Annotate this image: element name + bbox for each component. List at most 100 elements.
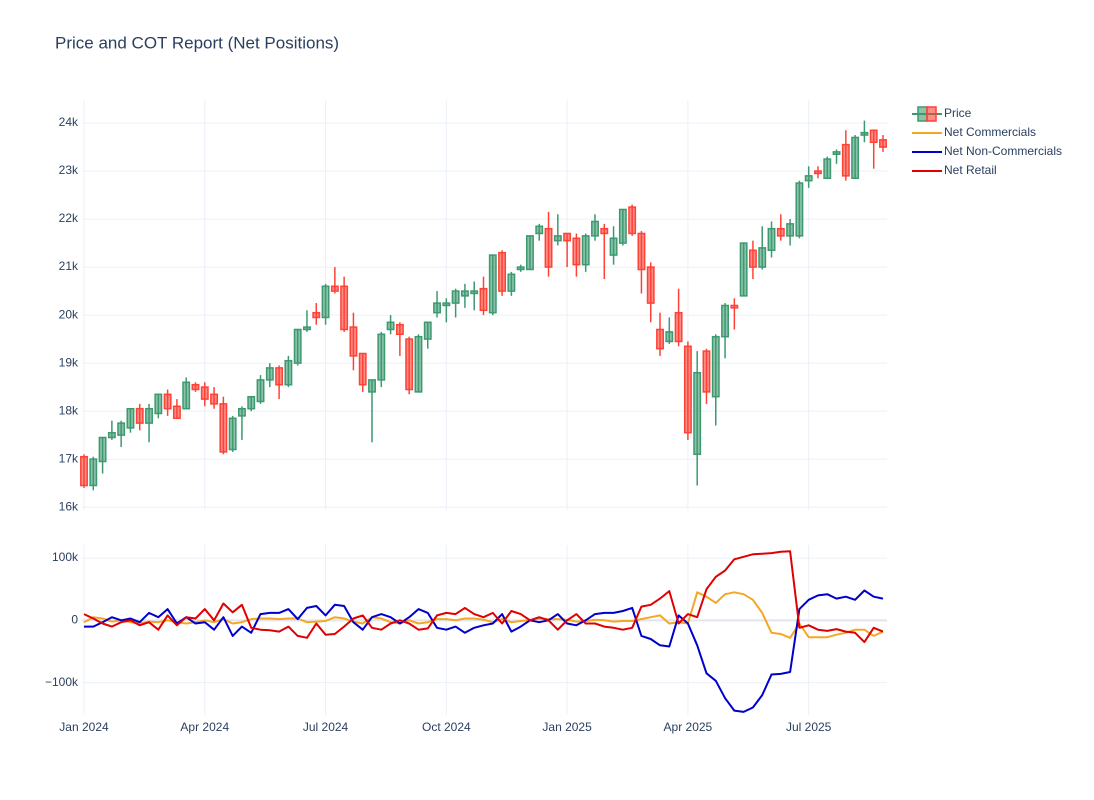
candle-body — [730, 304, 739, 309]
legend-item: Net Non-Commercials — [912, 144, 1062, 158]
series-line — [83, 550, 884, 644]
candle-body — [879, 139, 887, 148]
candle-body — [488, 254, 497, 314]
y-tick-label: −100k — [45, 675, 79, 689]
candle-body — [154, 393, 163, 415]
candle-body — [312, 311, 321, 319]
y-tick-label: 16k — [59, 499, 79, 513]
candle-body — [841, 143, 850, 177]
y-tick-label: 100k — [52, 550, 79, 564]
candle-body — [498, 251, 507, 292]
candle-body — [126, 407, 135, 429]
candle-body — [591, 220, 599, 237]
candle-body — [795, 182, 804, 237]
legend-label: Price — [944, 106, 972, 120]
candle-body — [172, 405, 181, 420]
candle-body — [293, 328, 302, 364]
candle-body — [275, 367, 284, 386]
y-tick-label: 0 — [71, 613, 78, 627]
candle-body — [804, 175, 813, 182]
chart-title: Price and COT Report (Net Positions) — [55, 33, 339, 52]
y-tick-label: 18k — [59, 403, 79, 417]
x-tick-label: Jul 2024 — [303, 720, 349, 734]
x-tick-label: Apr 2025 — [664, 720, 713, 734]
candle-body — [135, 407, 144, 424]
candle-body — [572, 237, 581, 266]
candle-body — [526, 235, 534, 271]
candle-body — [256, 379, 265, 403]
legend-icon — [926, 106, 937, 122]
candle-body — [117, 422, 126, 436]
series-line — [84, 589, 884, 713]
candle-body — [563, 232, 572, 242]
candle-body — [340, 285, 349, 331]
candle-body — [553, 235, 562, 242]
candle-body — [869, 129, 878, 143]
candle-body — [693, 371, 702, 456]
candle-body — [814, 170, 822, 175]
candle-body — [107, 431, 116, 439]
candle-body — [368, 379, 376, 393]
candle-body — [191, 383, 200, 391]
candle-body — [665, 331, 674, 343]
candle-body — [98, 436, 107, 463]
legend-item: Price — [912, 106, 972, 122]
candle-body — [386, 321, 395, 331]
y-tick-label: 17k — [59, 451, 79, 465]
candle-body — [247, 395, 256, 410]
candle-body — [860, 131, 869, 136]
y-tick-label: 22k — [59, 211, 79, 225]
candle-body — [265, 367, 274, 381]
candle-body — [442, 302, 451, 307]
candle-body — [618, 208, 627, 244]
y-tick-label: 19k — [59, 355, 79, 369]
candle-body — [405, 338, 414, 391]
candle-body — [228, 417, 237, 451]
candle-body — [702, 350, 711, 393]
x-tick-label: Oct 2024 — [422, 720, 471, 734]
legend-icon — [917, 106, 928, 122]
candle-body — [683, 345, 692, 434]
x-tick-label: Jul 2025 — [786, 720, 832, 734]
candle-body — [479, 287, 488, 312]
candle-body — [219, 403, 228, 453]
x-tick-label: Apr 2024 — [180, 720, 229, 734]
series-line — [83, 591, 884, 639]
candle-body — [358, 352, 367, 386]
legend-label: Net Retail — [944, 163, 997, 177]
candle-body — [776, 227, 785, 237]
candle-body — [210, 393, 219, 405]
candle-body — [89, 458, 98, 487]
y-tick-label: 21k — [59, 259, 79, 273]
candle-body — [200, 386, 209, 400]
candle-body — [349, 326, 358, 357]
candle-body — [451, 290, 460, 304]
candle-body — [460, 290, 469, 297]
candle-body — [628, 206, 637, 235]
candle-body — [544, 227, 553, 268]
candle-body — [284, 359, 293, 386]
candle-body — [423, 321, 432, 340]
candle-body — [433, 302, 441, 314]
candle-body — [330, 285, 339, 292]
x-tick-label: Jan 2024 — [59, 720, 109, 734]
y-tick-label: 23k — [59, 163, 79, 177]
candle-body — [303, 326, 311, 331]
candle-body — [758, 247, 767, 268]
candle-body — [145, 407, 153, 424]
legend-item: Net Commercials — [912, 125, 1036, 139]
candle-body — [163, 393, 172, 410]
candle-body — [395, 323, 404, 336]
candle-body — [637, 232, 646, 271]
candle-body — [600, 227, 609, 235]
candle-body — [182, 381, 191, 410]
legend-label: Net Commercials — [944, 125, 1036, 139]
candle-body — [507, 273, 516, 292]
legend-label: Net Non-Commercials — [944, 144, 1062, 158]
y-tick-label: 20k — [59, 307, 79, 321]
candle-body — [470, 290, 479, 295]
candle-body — [237, 407, 246, 417]
candle-body — [748, 249, 757, 268]
